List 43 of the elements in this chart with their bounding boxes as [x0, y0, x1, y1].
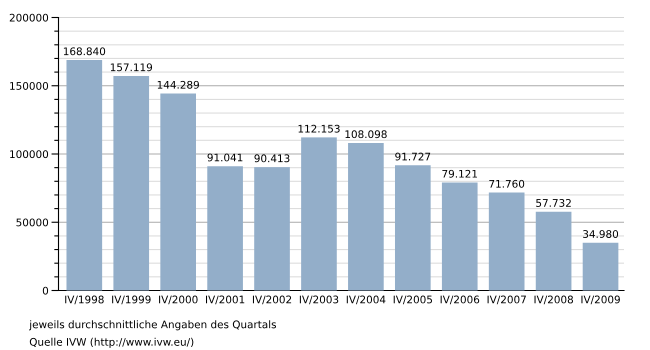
y-tick-label: 0	[42, 286, 48, 295]
bar	[348, 142, 384, 290]
bar	[66, 60, 102, 290]
y-tick-label: 200000	[10, 14, 48, 22]
x-tick-label: IV/1999	[112, 296, 151, 304]
data-label: 57.732	[536, 199, 571, 207]
bar	[254, 167, 290, 290]
y-tick-label: 50000	[16, 218, 48, 226]
data-label: 34.980	[583, 230, 618, 238]
x-tick-label: IV/2004	[346, 296, 386, 304]
bar	[160, 94, 196, 290]
data-label: 91.727	[395, 152, 430, 160]
bar	[442, 182, 478, 290]
bar	[582, 242, 618, 290]
x-tick-label: IV/1998	[65, 296, 104, 304]
bar	[488, 192, 525, 290]
data-label: 79.121	[442, 170, 478, 178]
data-label: 144.289	[158, 80, 199, 89]
x-tick-label: IV/2007	[488, 296, 526, 304]
bar	[207, 166, 243, 290]
x-tick-label: IV/2005	[394, 296, 432, 304]
x-tick-label: IV/2008	[534, 296, 573, 304]
bar	[113, 76, 150, 290]
y-tick-label: 150000	[10, 82, 48, 90]
y-tick-label: 100000	[10, 150, 48, 158]
x-tick-label: IV/2003	[300, 296, 338, 304]
x-tick-label: IV/2000	[159, 296, 198, 304]
text: jeweils durchschnittliche Angaben des Quartals	[29, 320, 276, 330]
bar	[394, 165, 431, 290]
bar	[301, 137, 337, 290]
data-label: 168.840	[64, 47, 106, 56]
x-tick-label: IV/2009	[581, 296, 620, 304]
data-label: 112.153	[298, 124, 340, 133]
x-tick-label: IV/2006	[440, 296, 480, 304]
data-label: 157.119	[110, 63, 152, 72]
data-label: 91.041	[208, 154, 242, 162]
x-tick-label: IV/2002	[252, 296, 292, 304]
data-label: 108.098	[345, 130, 387, 138]
x-tick-label: IV/2001	[206, 296, 244, 304]
bar	[536, 212, 572, 290]
source-note: Quelle IVW (http://www.ivw.eu/)	[30, 338, 194, 348]
data-label: 90.413	[254, 154, 290, 162]
data-label: 71.760	[489, 180, 524, 188]
